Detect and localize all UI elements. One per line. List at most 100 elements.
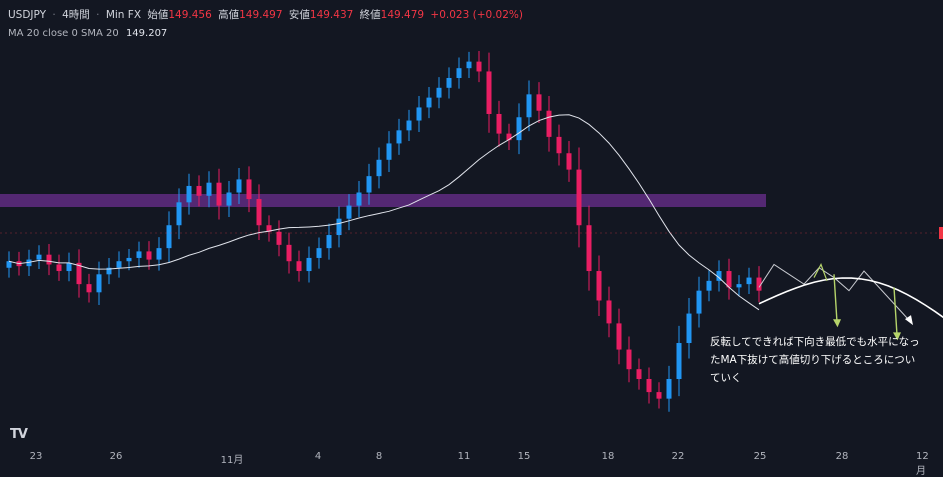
open-label: 始値 (147, 9, 169, 21)
candle-body (66, 262, 72, 272)
x-tick-label: 12月 (916, 451, 929, 477)
candle-body (216, 182, 222, 206)
candle-body (186, 185, 192, 203)
candle-body (586, 225, 592, 272)
candle-body (576, 169, 582, 226)
candle-body (466, 61, 472, 69)
annotation-line: 反転してできれば下向き最低でも水平になっ (710, 336, 920, 348)
candle-body (506, 133, 512, 141)
candle-body (676, 343, 682, 380)
candle-body (176, 202, 182, 226)
candle-body (496, 113, 502, 134)
forecast-arrow-head (905, 315, 913, 326)
ma-line (8, 114, 760, 311)
down-arrow-head (893, 332, 901, 341)
candle-body (436, 87, 442, 98)
high-value: 149.497 (239, 9, 283, 21)
price-chart[interactable] (0, 0, 943, 467)
candle-body (326, 235, 332, 249)
x-tick-label: 11月 (220, 455, 244, 466)
x-tick-label: 15 (517, 451, 531, 462)
legend-separator: · (96, 9, 100, 21)
source-label: Min FX (105, 9, 142, 21)
legend-separator: · (52, 9, 56, 21)
candle-body (696, 290, 702, 314)
candle-body (426, 97, 432, 108)
candle-body (396, 130, 402, 144)
candle-body (646, 379, 652, 393)
low-label: 安値 (288, 9, 310, 21)
x-tick-label: 4 (314, 451, 322, 462)
interval-label[interactable]: 4時間 (62, 9, 90, 21)
candle-body (666, 379, 672, 399)
candle-body (166, 225, 172, 249)
candle-body (376, 159, 382, 177)
candle-body (306, 257, 312, 272)
ma-indicator-label: MA 20 close 0 SMA 20 (8, 28, 119, 39)
symbol-label[interactable]: USDJPY (8, 9, 47, 21)
x-tick-label: 25 (753, 451, 767, 462)
down-arrow (893, 287, 898, 336)
candle-body (526, 94, 532, 118)
candle-body (726, 271, 732, 288)
candle-body (736, 284, 742, 288)
candle-body (716, 271, 722, 281)
forecast-layer (758, 263, 943, 341)
candle-body (416, 107, 422, 121)
down-arrow (833, 274, 838, 323)
ma-indicator-value: 149.207 (125, 28, 168, 39)
open-value: 149.456 (168, 9, 212, 21)
x-tick-label: 22 (671, 451, 685, 462)
annotation-text: 反転してできれば下向き最低でも水平になっ たMA下抜けて高値切り下げるところにつ… (710, 333, 935, 387)
candle-body (756, 277, 762, 291)
x-tick-label: 23 (29, 451, 43, 462)
candle-body (476, 61, 482, 72)
low-value: 149.437 (309, 9, 354, 21)
candle-body (626, 349, 632, 370)
candle-body (26, 259, 32, 267)
candle-body (316, 248, 322, 258)
ma-indicator-legend[interactable]: MA 20 close 0 SMA 20 149.207 (8, 28, 167, 39)
x-tick-label: 8 (375, 451, 383, 462)
candle-body (76, 262, 82, 285)
forecast-ma-curve (758, 277, 943, 319)
x-tick-label: 26 (109, 451, 123, 462)
candle-body (596, 271, 602, 301)
candle-body (516, 117, 522, 141)
candle-body (746, 277, 752, 285)
down-arrow-head (833, 319, 841, 328)
candle-body (106, 267, 112, 275)
candle-body (706, 280, 712, 291)
candle-body (386, 143, 392, 160)
candle-body (356, 192, 362, 206)
forecast-zigzag (758, 263, 910, 321)
candle-body (546, 110, 552, 137)
candle-body (36, 254, 42, 260)
candle-body (636, 369, 642, 380)
candle-body (656, 392, 662, 399)
high-label: 高値 (218, 9, 240, 21)
candle-body (616, 323, 622, 350)
candle-body (566, 153, 572, 170)
candle-body (96, 274, 102, 293)
annotation-line: ていく (710, 372, 742, 384)
candle-body (446, 77, 452, 88)
x-tick-label: 28 (835, 451, 849, 462)
tradingview-logo[interactable]: TV (10, 427, 28, 442)
candle-body (286, 244, 292, 262)
chart-legend: USDJPY · 4時間 · Min FX 始値149.456 高値149.49… (8, 7, 526, 22)
candle-body (146, 251, 152, 260)
candle-body (486, 71, 492, 114)
candle-body (156, 248, 162, 260)
candle-body (86, 284, 92, 293)
candle-body (206, 182, 212, 196)
change-value: +0.023 (+0.02%) (430, 9, 523, 21)
candle-body (366, 176, 372, 193)
candles-layer (6, 50, 762, 412)
candle-body (336, 218, 342, 236)
candle-body (536, 94, 542, 111)
candle-body (346, 205, 352, 219)
close-value: 149.479 (380, 9, 425, 21)
candle-body (256, 199, 262, 226)
candle-body (226, 192, 232, 206)
